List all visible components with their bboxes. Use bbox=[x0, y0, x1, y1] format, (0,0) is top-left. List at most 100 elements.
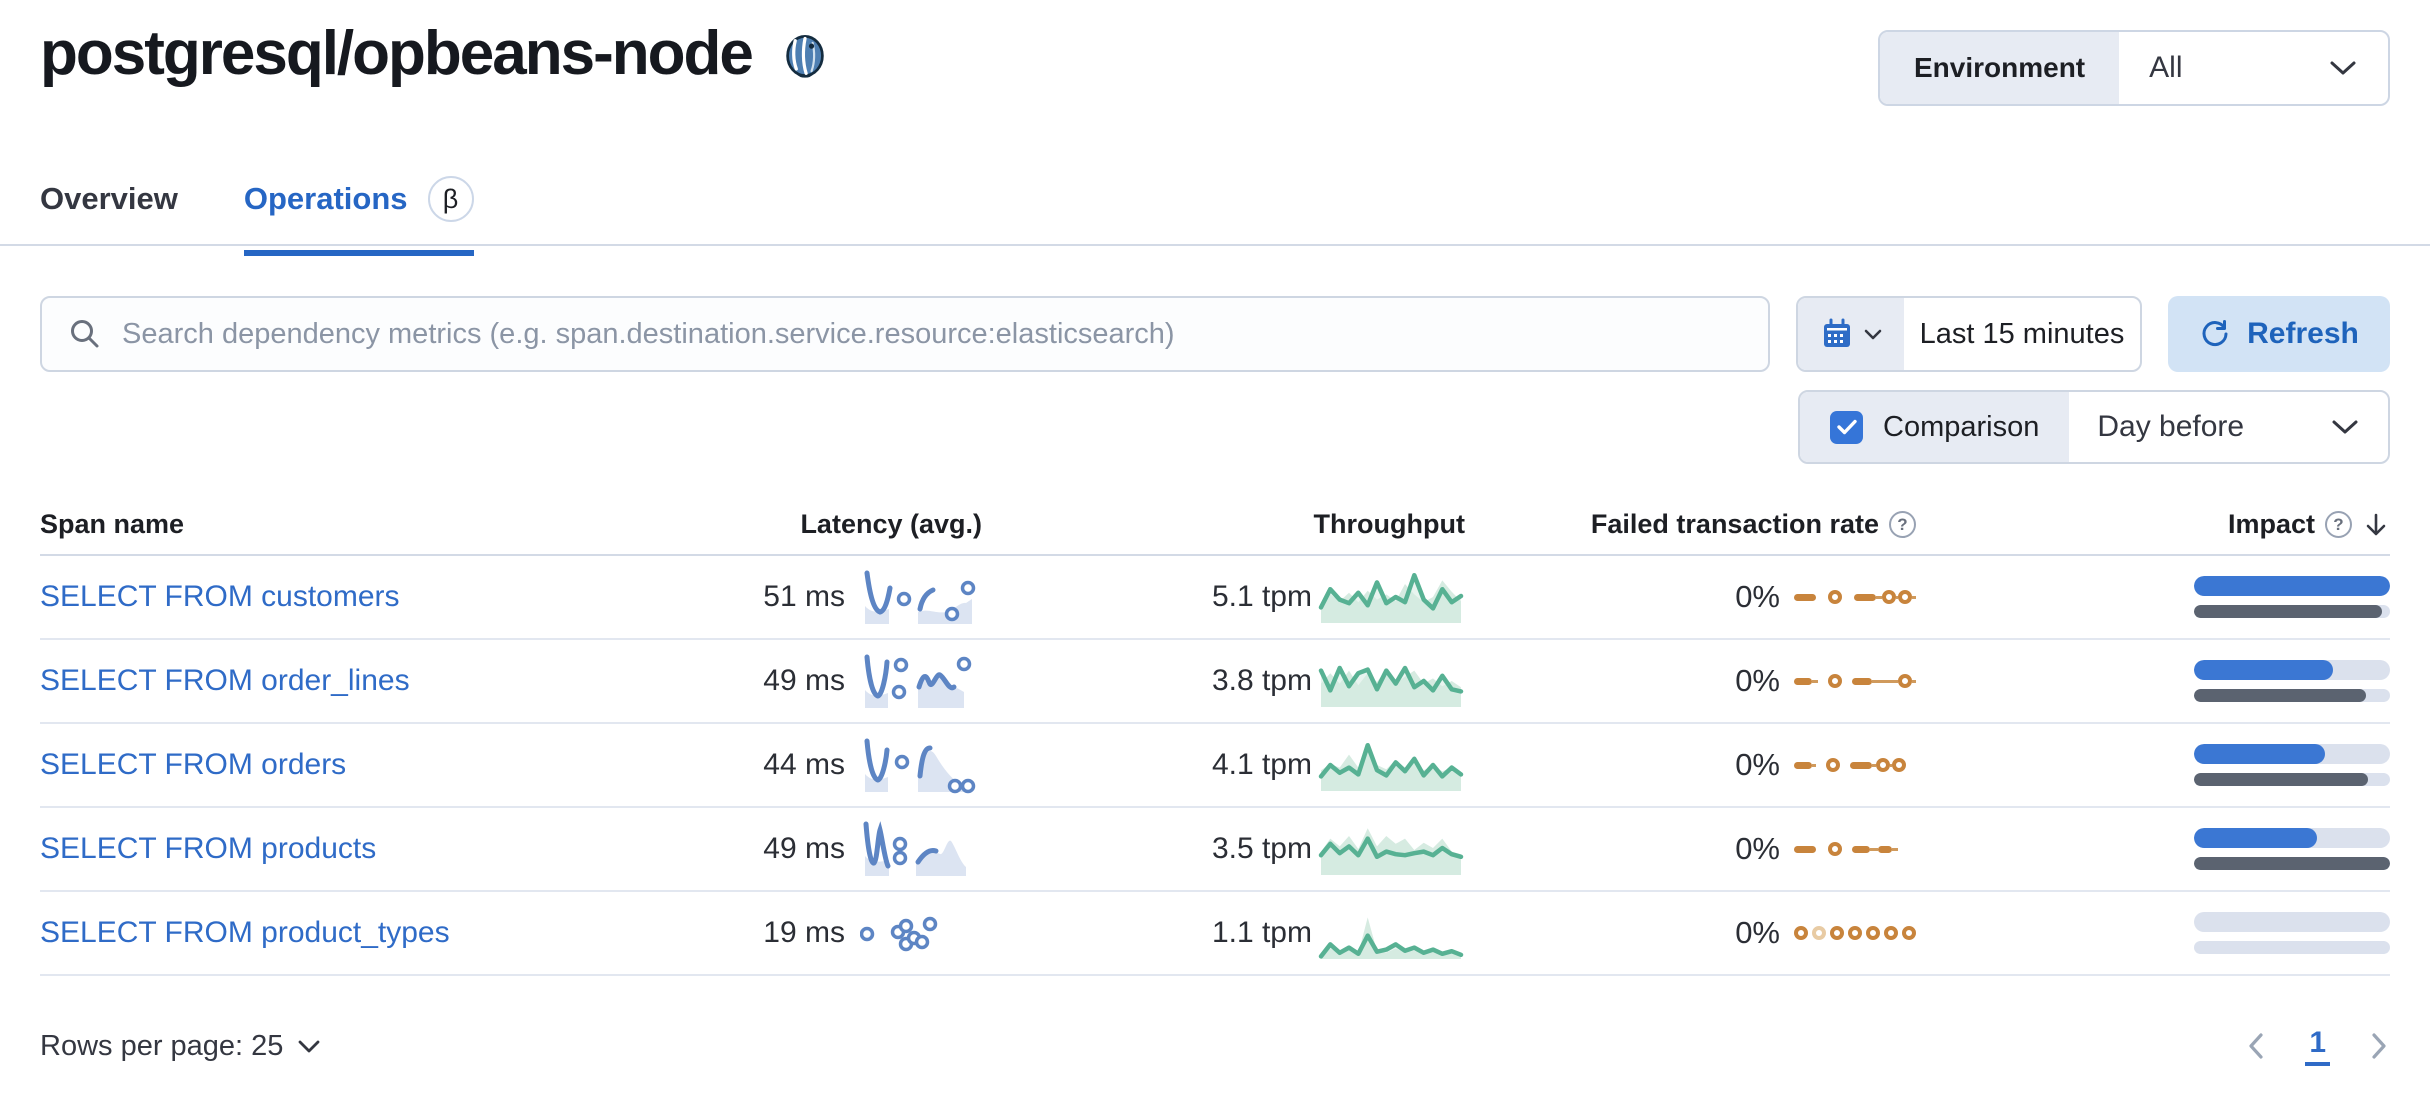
comparison-control: Comparison Day before bbox=[1798, 390, 2390, 464]
question-circle-icon[interactable]: ? bbox=[2325, 511, 2352, 538]
date-quick-select-button[interactable] bbox=[1798, 298, 1904, 370]
sort-descending-icon bbox=[2366, 513, 2386, 535]
impact-cell bbox=[1916, 744, 2390, 786]
throughput-sparkline bbox=[1317, 819, 1465, 879]
span-name-link[interactable]: SELECT FROM products bbox=[40, 832, 377, 865]
comparison-toggle[interactable]: Comparison bbox=[1800, 392, 2070, 462]
impact-bar-current bbox=[2194, 576, 2390, 596]
failed-rate-value: 0% bbox=[1735, 915, 1780, 950]
failed-rate-sparkline bbox=[1794, 758, 1916, 772]
throughput-value: 4.1 tpm bbox=[1211, 748, 1312, 781]
environment-select[interactable]: Environment All bbox=[1878, 30, 2390, 106]
chevron-down-icon bbox=[1864, 329, 1882, 339]
throughput-sparkline bbox=[1317, 903, 1465, 963]
search-icon bbox=[71, 320, 99, 348]
chevron-down-icon bbox=[2330, 61, 2356, 75]
rows-per-page-label: Rows per page: 25 bbox=[40, 1029, 284, 1062]
tab-overview[interactable]: Overview bbox=[40, 176, 178, 256]
previous-page-button[interactable] bbox=[2245, 1031, 2267, 1061]
operations-table: Span name Latency (avg.) Throughput Fail… bbox=[40, 509, 2390, 976]
tab-overview-label: Overview bbox=[40, 181, 178, 216]
search-box bbox=[40, 296, 1770, 372]
time-range-button[interactable]: Last 15 minutes bbox=[1904, 298, 2140, 370]
failed-rate-value: 0% bbox=[1735, 831, 1780, 866]
refresh-label: Refresh bbox=[2247, 317, 2359, 350]
date-picker: Last 15 minutes bbox=[1796, 296, 2142, 372]
impact-bar-current bbox=[2194, 744, 2390, 764]
impact-bar-previous bbox=[2194, 689, 2390, 702]
impact-bar-current bbox=[2194, 828, 2390, 848]
impact-bar-current bbox=[2194, 660, 2390, 680]
impact-bar-previous bbox=[2194, 773, 2390, 786]
check-icon bbox=[1836, 419, 1857, 435]
throughput-value: 3.5 tpm bbox=[1211, 832, 1312, 865]
calendar-icon bbox=[1824, 318, 1850, 347]
postgresql-icon bbox=[786, 34, 824, 78]
throughput-sparkline bbox=[1317, 651, 1465, 711]
col-header-impact[interactable]: Impact ? bbox=[1916, 509, 2390, 540]
throughput-value: 5.1 tpm bbox=[1211, 580, 1312, 613]
tabs-divider bbox=[0, 244, 2430, 246]
impact-cell bbox=[1916, 660, 2390, 702]
failed-rate-sparkline bbox=[1794, 926, 1916, 940]
table-row: SELECT FROM products 49 ms 3.5 tpm 0% bbox=[40, 808, 2390, 892]
impact-cell bbox=[1916, 576, 2390, 618]
latency-sparkline bbox=[860, 652, 982, 710]
latency-value: 49 ms bbox=[763, 664, 845, 697]
latency-sparkline bbox=[860, 820, 982, 878]
throughput-value: 3.8 tpm bbox=[1211, 664, 1312, 697]
time-range-value: Last 15 minutes bbox=[1919, 317, 2125, 350]
comparison-label: Comparison bbox=[1883, 410, 2040, 443]
comparison-select[interactable]: Day before bbox=[2069, 392, 2388, 462]
span-name-link[interactable]: SELECT FROM order_lines bbox=[40, 664, 410, 697]
span-name-link[interactable]: SELECT FROM orders bbox=[40, 748, 347, 781]
refresh-button[interactable]: Refresh bbox=[2168, 296, 2390, 372]
impact-cell bbox=[1916, 828, 2390, 870]
latency-sparkline bbox=[860, 904, 982, 962]
impact-cell bbox=[1916, 912, 2390, 954]
table-row: SELECT FROM product_types 19 ms 1.1 tpm … bbox=[40, 892, 2390, 976]
comparison-checkbox[interactable] bbox=[1830, 410, 1863, 444]
search-input[interactable] bbox=[122, 317, 1742, 351]
throughput-sparkline bbox=[1317, 735, 1465, 795]
latency-sparkline bbox=[860, 736, 982, 794]
failed-rate-sparkline bbox=[1794, 674, 1916, 688]
failed-rate-value: 0% bbox=[1735, 663, 1780, 698]
failed-rate-value: 0% bbox=[1735, 579, 1780, 614]
table-row: SELECT FROM customers 51 ms 5.1 tpm 0% bbox=[40, 556, 2390, 640]
failed-rate-sparkline bbox=[1794, 590, 1916, 604]
col-header-latency[interactable]: Latency (avg.) bbox=[800, 509, 982, 539]
question-circle-icon[interactable]: ? bbox=[1889, 511, 1916, 538]
impact-bar-previous bbox=[2194, 605, 2390, 618]
impact-bar-previous bbox=[2194, 941, 2390, 954]
col-header-failed-rate[interactable]: Failed transaction rate ? bbox=[1465, 509, 1916, 540]
latency-sparkline bbox=[860, 568, 982, 626]
environment-label: Environment bbox=[1880, 32, 2120, 104]
beta-badge: β bbox=[427, 176, 474, 222]
comparison-value: Day before bbox=[2097, 410, 2245, 443]
latency-value: 44 ms bbox=[763, 748, 845, 781]
pagination: 1 bbox=[2245, 1026, 2390, 1066]
latency-value: 19 ms bbox=[763, 916, 845, 949]
environment-value: All bbox=[2149, 51, 2183, 84]
refresh-icon bbox=[2202, 320, 2228, 347]
latency-value: 49 ms bbox=[763, 832, 845, 865]
page-number-1[interactable]: 1 bbox=[2305, 1026, 2330, 1066]
col-header-span-name: Span name bbox=[40, 509, 185, 539]
col-header-throughput[interactable]: Throughput bbox=[1313, 509, 1465, 539]
throughput-value: 1.1 tpm bbox=[1211, 916, 1312, 949]
next-page-button[interactable] bbox=[2368, 1031, 2390, 1061]
span-name-link[interactable]: SELECT FROM customers bbox=[40, 580, 400, 613]
page-title: postgresql/opbeans-node bbox=[40, 19, 754, 88]
failed-rate-value: 0% bbox=[1735, 747, 1780, 782]
tab-operations[interactable]: Operations β bbox=[243, 176, 474, 256]
rows-per-page-button[interactable]: Rows per page: 25 bbox=[40, 1030, 321, 1063]
impact-bar-current bbox=[2194, 912, 2390, 932]
latency-value: 51 ms bbox=[763, 580, 845, 613]
throughput-sparkline bbox=[1317, 567, 1465, 627]
span-name-link[interactable]: SELECT FROM product_types bbox=[40, 916, 450, 949]
chevron-down-icon bbox=[299, 1040, 320, 1052]
impact-bar-previous bbox=[2194, 857, 2390, 870]
failed-rate-sparkline bbox=[1794, 842, 1916, 856]
